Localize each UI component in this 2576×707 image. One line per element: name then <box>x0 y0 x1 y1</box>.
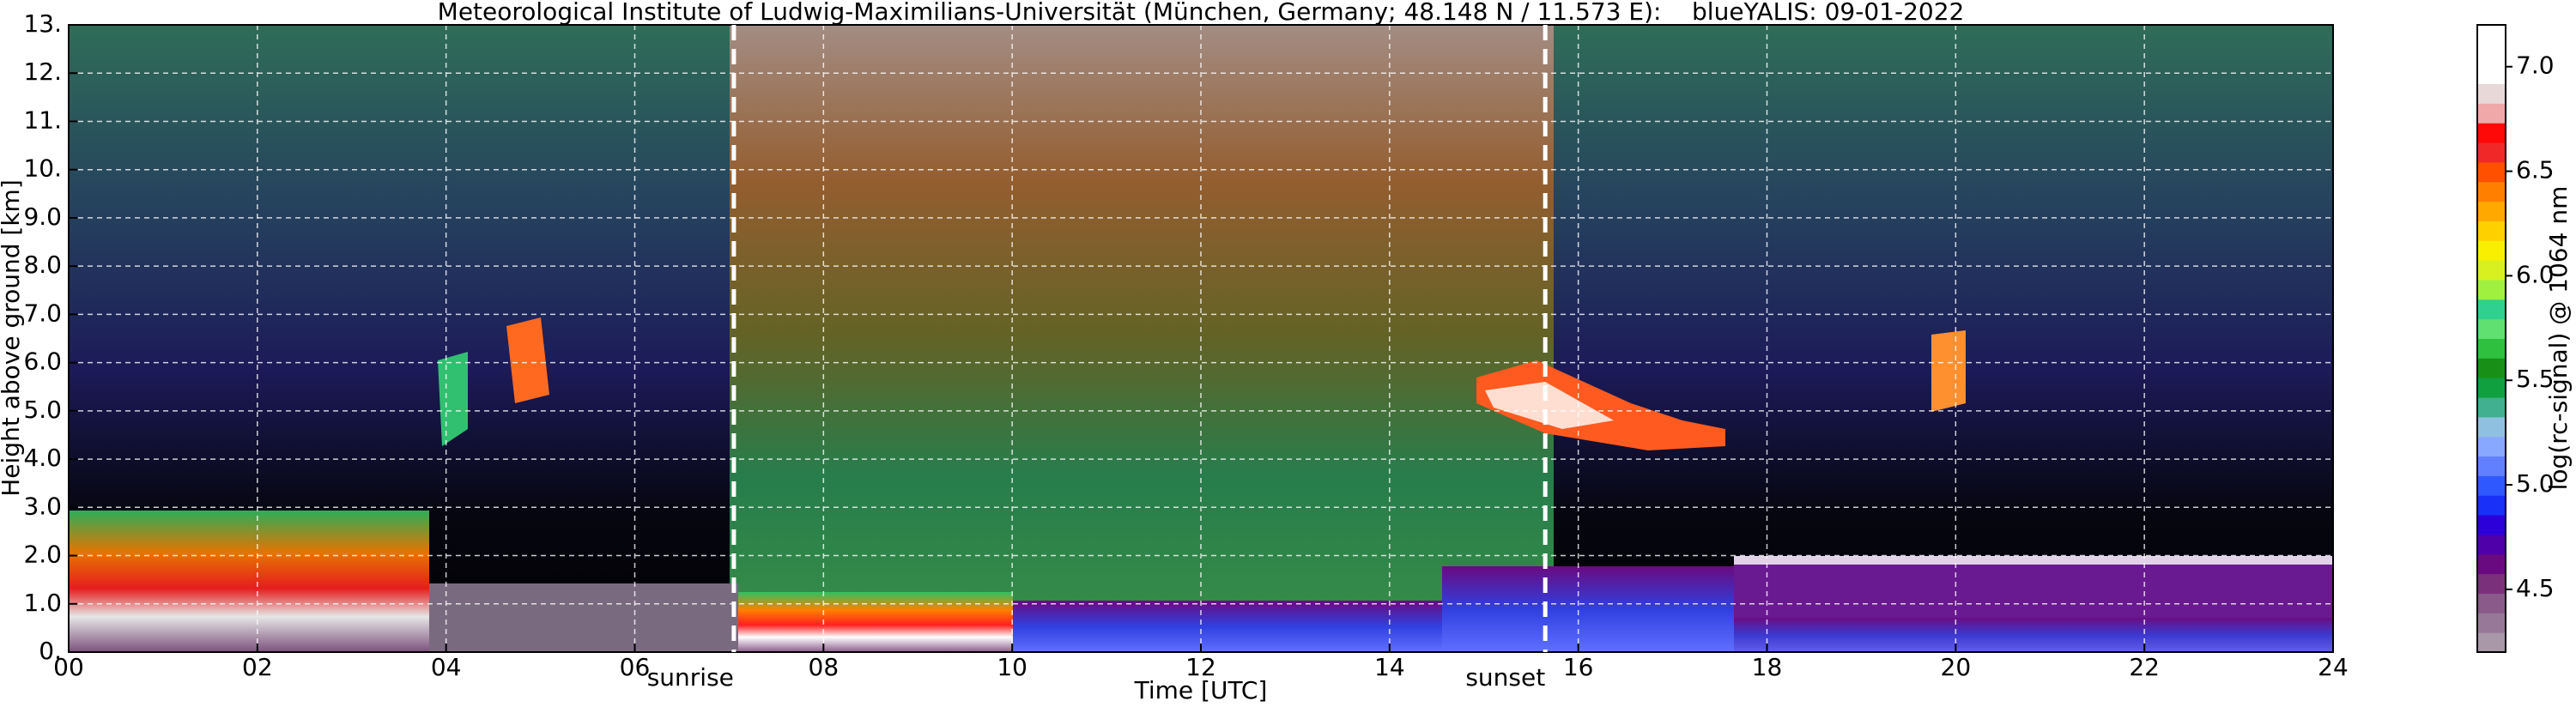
colorbar-swatch <box>2477 201 2506 221</box>
colorbar-swatch <box>2477 338 2506 359</box>
x-tick-label: 04 <box>431 653 462 681</box>
colorbar-swatch <box>2477 161 2506 183</box>
colorbar-swatch <box>2477 181 2506 202</box>
colorbar-tick-label: 7.0 <box>2516 51 2555 80</box>
x-tick-label: 16 <box>1563 653 1594 681</box>
x-tick-label: 06 <box>620 653 651 681</box>
chart-title: Meteorological Institute of Ludwig-Maxim… <box>438 0 1965 26</box>
colorbar-tick-label: 6.0 <box>2516 260 2555 288</box>
annotation-label: sunset <box>1465 663 1545 692</box>
colorbar-swatch <box>2477 123 2506 143</box>
x-tick-label: 22 <box>2129 653 2160 681</box>
annotation-label: sunrise <box>647 663 734 692</box>
x-tick-label: 08 <box>809 653 839 681</box>
x-tick-label: 20 <box>1941 653 1972 681</box>
y-tick-label: 5.0 <box>23 396 62 424</box>
colorbar <box>2477 25 2506 653</box>
y-tick-label: 11. <box>23 106 62 134</box>
x-tick-label: 24 <box>2318 653 2349 681</box>
x-tick-label: 12 <box>1185 653 1216 681</box>
y-tick-label: 4.0 <box>23 444 62 472</box>
colorbar-swatch <box>2477 613 2506 633</box>
colorbar-swatch <box>2477 397 2506 418</box>
y-tick-label: 9.0 <box>23 202 62 231</box>
y-tick-label: 0. <box>39 637 62 665</box>
colorbar-swatch <box>2477 553 2506 575</box>
y-tick-label: 3.0 <box>23 492 62 520</box>
colorbar-swatch <box>2477 515 2506 535</box>
y-tick-label: 7.0 <box>23 299 62 327</box>
x-tick-label: 14 <box>1374 653 1405 681</box>
colorbar-swatch <box>2477 495 2506 516</box>
colorbar-swatch <box>2477 240 2506 261</box>
x-tick-label: 18 <box>1752 653 1783 681</box>
colorbar-swatch <box>2477 456 2506 476</box>
colorbar-swatch <box>2477 416 2506 438</box>
y-tick-label: 8.0 <box>23 251 62 279</box>
colorbar-swatch <box>2477 573 2506 594</box>
colorbar-label: log(rc-signal) @ 1064 nm <box>2544 186 2573 491</box>
colorbar-tick-label: 5.0 <box>2516 469 2555 498</box>
colorbar-swatch <box>2477 83 2506 104</box>
x-axis-label: Time [UTC] <box>1134 676 1268 704</box>
y-tick-label: 1.0 <box>23 589 62 617</box>
colorbar-swatch <box>2477 142 2506 163</box>
colorbar-swatch <box>2477 299 2506 320</box>
colorbar-swatch <box>2477 44 2506 65</box>
colorbar-swatch <box>2477 221 2506 241</box>
colorbar-swatch <box>2477 260 2506 281</box>
colorbar-tick-label: 4.5 <box>2516 574 2555 602</box>
x-tick-label: 10 <box>997 653 1027 681</box>
y-tick-label: 12. <box>23 57 62 86</box>
colorbar-swatch <box>2477 632 2506 653</box>
colorbar-swatch <box>2477 358 2506 378</box>
colorbar-swatch <box>2477 63 2506 85</box>
y-tick-label: 2.0 <box>23 541 62 569</box>
colorbar-swatch <box>2477 436 2506 457</box>
colorbar-tick-label: 6.5 <box>2516 156 2555 184</box>
colorbar-swatch <box>2477 103 2506 124</box>
x-tick-label: 00 <box>53 653 84 681</box>
colorbar-swatch <box>2477 279 2506 300</box>
colorbar-swatch <box>2477 475 2506 496</box>
colorbar-swatch <box>2477 593 2506 613</box>
colorbar-frame <box>2476 24 2506 653</box>
colorbar-swatch <box>2477 25 2506 45</box>
colorbar-tick-label: 5.5 <box>2516 365 2555 393</box>
colorbar-swatch <box>2477 318 2506 339</box>
y-axis-label: Height above ground [km] <box>0 179 25 497</box>
colorbar-swatch <box>2477 534 2506 555</box>
colorbar-swatch <box>2477 378 2506 398</box>
y-tick-label: 10. <box>23 154 62 183</box>
y-tick-label: 13. <box>23 9 62 38</box>
y-tick-label: 6.0 <box>23 347 62 376</box>
x-tick-label: 02 <box>242 653 273 681</box>
